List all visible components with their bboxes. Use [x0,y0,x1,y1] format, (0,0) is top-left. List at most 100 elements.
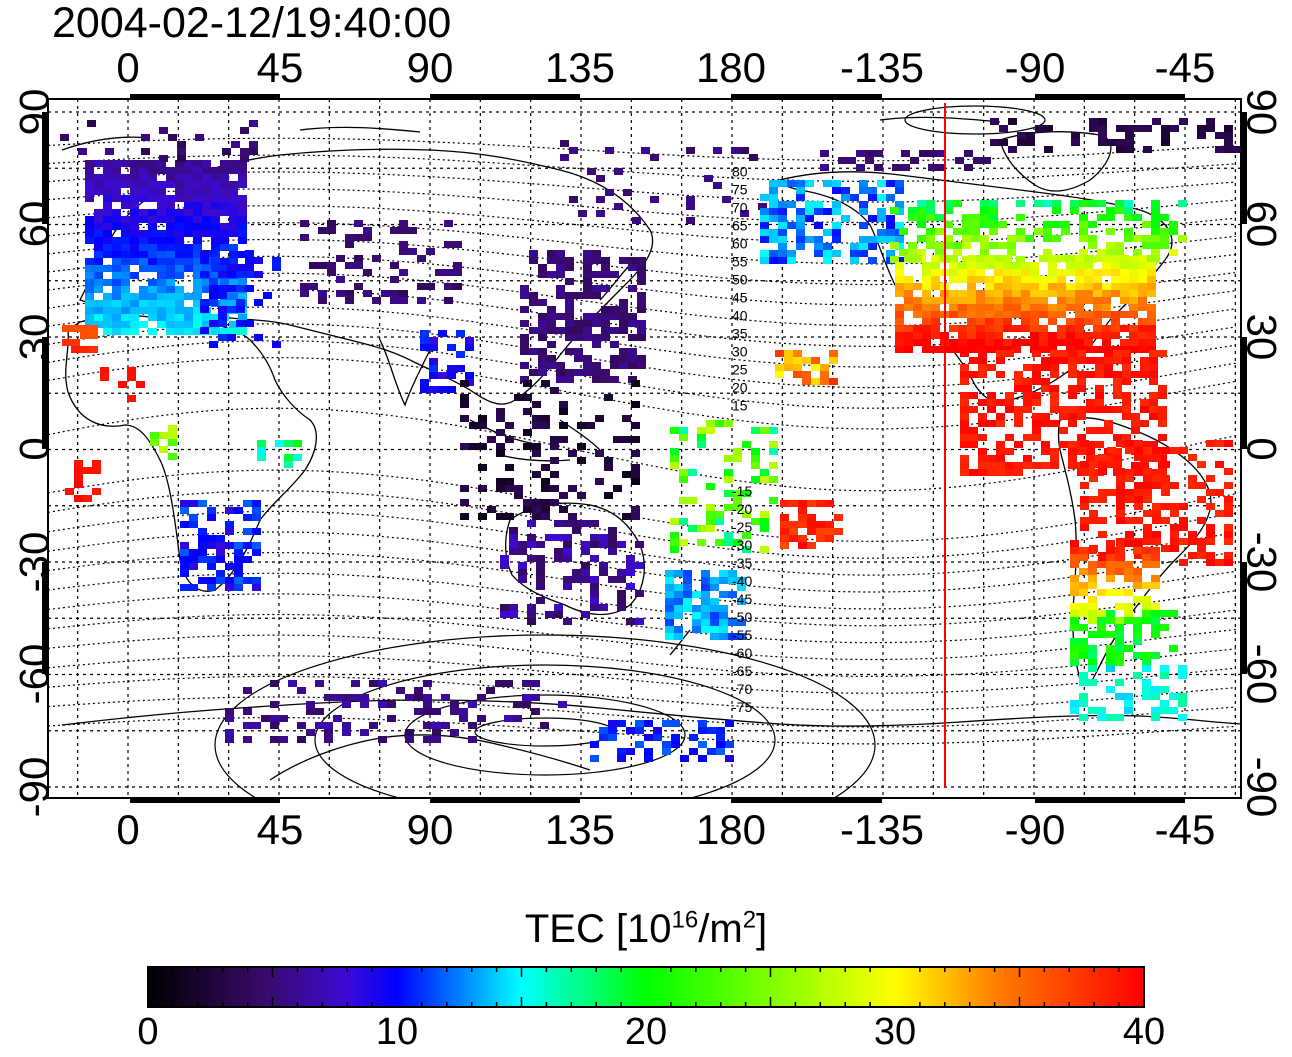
tec-cell [601,376,610,383]
tec-cell [784,350,793,357]
latitude-tick-label: -90 [11,757,58,818]
tec-cell [541,506,550,513]
tec-cell [967,346,976,353]
tec-cell [78,148,87,155]
magnetic-latitude-label: 80 [732,164,748,180]
tec-cell [1086,371,1095,378]
tec-cell [220,328,229,335]
tec-cell [1133,617,1142,624]
tec-cell [1124,540,1133,547]
tec-cell [220,195,229,202]
tec-cell [769,201,778,208]
tec-cell [550,471,559,478]
tec-cell [74,481,83,488]
colorbar-tick-label: 40 [1122,1011,1166,1053]
tec-cell [234,570,243,577]
tec-cell [193,237,202,244]
tec-cell [789,521,798,528]
tec-cell [644,720,653,727]
tec-cell [121,244,130,251]
tec-cell [74,467,83,474]
tec-cell [139,195,148,202]
tec-cell [814,250,823,257]
tec-cell [978,448,987,455]
tec-cell [635,562,644,569]
tec-cell [724,504,733,511]
tec-cell [478,485,487,492]
tec-cell [617,541,626,548]
tec-cell [547,362,556,369]
tec-cell [372,255,381,262]
tec-cell [976,255,985,262]
tec-cell [447,372,456,379]
tec-cell [1021,276,1030,283]
tec-cell [1070,652,1079,659]
tec-cell [960,406,969,413]
tec-cell [236,285,245,292]
tec-cell [841,187,850,194]
tec-cell [1093,325,1102,332]
tec-cell [595,450,604,457]
tec-cell [306,729,315,736]
tec-cell [121,265,130,272]
tec-cell [225,542,234,549]
tec-cell [423,736,432,743]
tec-cell [60,134,69,141]
tec-cell [1124,707,1133,714]
tec-cell [184,223,193,230]
tec-cell [1170,482,1179,489]
tec-cell [211,181,220,188]
tec-cell [1075,255,1084,262]
tec-cell [796,208,805,215]
tec-cell [1106,659,1115,666]
tec-cell [751,448,760,455]
tec-cell [619,327,628,334]
tec-cell [592,285,601,292]
tec-cell [769,427,778,434]
tec-cell [1070,645,1079,652]
tec-cell [922,311,931,318]
tec-cell [780,500,789,507]
tec-cell [556,250,565,257]
tec-cell [1224,503,1233,510]
tec-cell [112,279,121,286]
tec-cell [236,299,245,306]
tec-cell [1048,269,1057,276]
tec-cell [243,577,252,584]
tec-cell [184,230,193,237]
tec-cell [103,237,112,244]
top-longitude-labels: 0 45 90 135 180 -135 -90 -45 [116,44,1215,91]
tec-cell [825,500,834,507]
tec-cell [1104,364,1113,371]
tec-cell [969,371,978,378]
tec-cell [1188,475,1197,482]
tec-cell [139,300,148,307]
tec-cell [112,188,121,195]
tec-cell [1012,346,1021,353]
tec-cell [1084,255,1093,262]
tec-cell [1140,455,1149,462]
tec-cell [1115,603,1124,610]
tec-cell [816,535,825,542]
magnetic-latitude-label: 60 [732,236,748,252]
tec-cell [1143,524,1152,531]
tec-cell [536,597,545,604]
tec-cell [300,234,309,241]
tec-cell [931,346,940,353]
tec-cell [257,447,266,454]
tec-cell [610,362,619,369]
tec-cell [520,285,529,292]
tec-cell [1140,357,1149,364]
tec-cell [760,525,769,532]
tec-cell [631,478,640,485]
tec-cell [547,320,556,327]
tec-cell [236,320,245,327]
tec-cell [1089,510,1098,517]
tec-cell [679,518,688,525]
tec-cell [1104,427,1113,434]
tec-cell [1142,679,1151,686]
tec-cell [556,327,565,334]
longitude-tick-label: 45 [257,806,304,853]
tec-cell [300,283,309,290]
magnetic-latitude-labels: 8075706560555045403530252015-15-20-25-30… [732,164,752,716]
